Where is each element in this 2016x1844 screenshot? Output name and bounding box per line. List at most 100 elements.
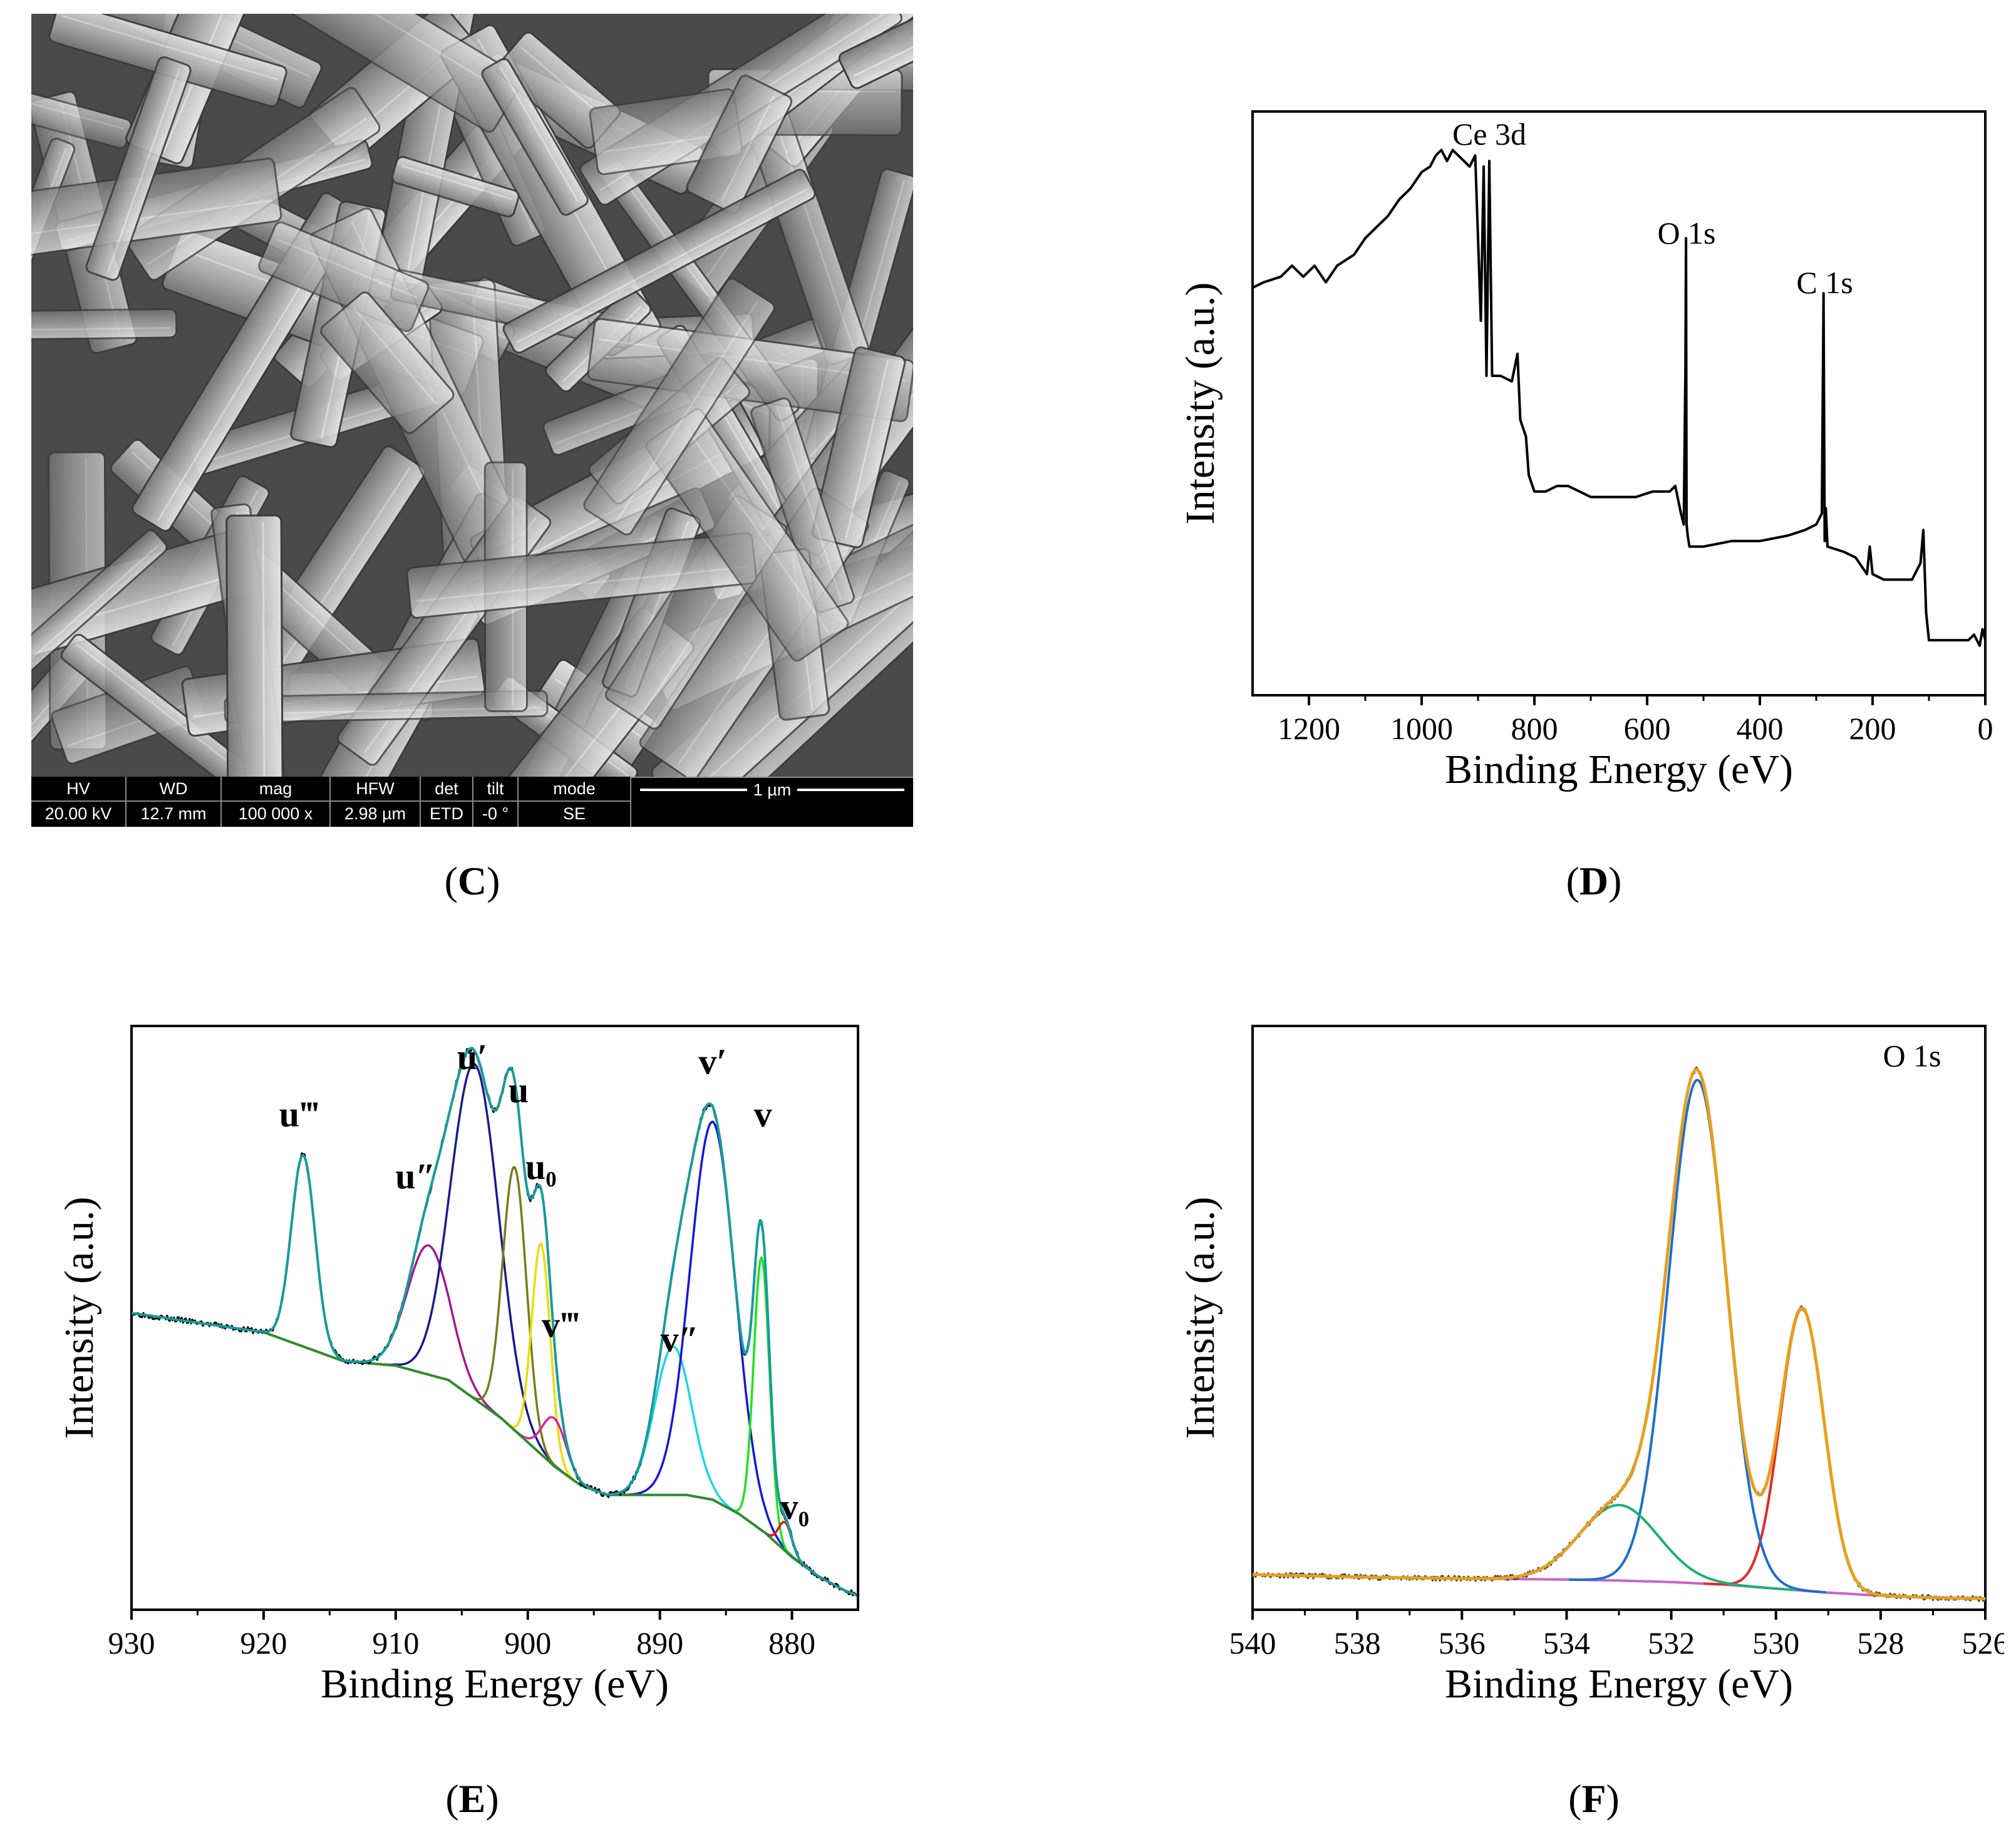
panel-label-close: ) <box>1606 1776 1620 1821</box>
fit-peak-u″ <box>339 1244 519 1434</box>
region-annotation: O 1s <box>1883 1038 1941 1073</box>
plot-frame <box>1251 110 1987 697</box>
x-axis-label: Binding Energy (eV) <box>321 1661 669 1707</box>
x-tick-label: 1200 <box>1278 711 1340 746</box>
panel-letter: E <box>458 1776 486 1821</box>
rod-body <box>258 221 430 333</box>
peak-label: u″ <box>395 1156 435 1197</box>
x-tick-label: 540 <box>1229 1625 1276 1660</box>
rod-highlight <box>61 14 279 81</box>
y-axis-label: Intensity (a.u.) <box>1177 282 1223 525</box>
sem-rod <box>481 58 589 216</box>
plot-frame <box>1251 1025 1987 1611</box>
rod-highlight <box>266 14 509 95</box>
panel-label-open: ( <box>1566 859 1579 903</box>
sem-info-value: 12.7 mm <box>140 804 207 823</box>
panel-c-sem: HV 20.00 kV WD 12.7 mm mag 100 000 x HFW… <box>31 14 913 827</box>
x-tick-label: 530 <box>1752 1625 1799 1660</box>
rod-highlight <box>416 566 749 603</box>
sem-info-value: ETD <box>430 804 463 823</box>
y-axis-label: Intensity (a.u.) <box>1177 1197 1223 1439</box>
fit-peak-u <box>465 1166 564 1474</box>
x-tick-label: 534 <box>1543 1625 1590 1660</box>
sem-rod <box>686 75 793 214</box>
ce3d-chart: 930 920 910 900 890 880 Binding Energy (eV) Int… <box>56 1025 859 1707</box>
x-tick-label: 900 <box>504 1625 551 1660</box>
rod-highlight <box>31 544 159 765</box>
x-tick-label: 400 <box>1737 711 1784 746</box>
x-axis-label: Binding Energy (eV) <box>1445 747 1793 792</box>
fit-peak-O_ads <box>1568 1079 1827 1594</box>
x-tick-label: 930 <box>108 1625 155 1660</box>
rod-highlight <box>516 189 807 344</box>
panel-label-close: ) <box>487 859 500 903</box>
peak-annotation: Ce 3d <box>1452 117 1526 152</box>
sem-rod <box>320 291 455 434</box>
sem-info-value: SE <box>562 804 586 823</box>
sem-info-mag: mag 100 000 x <box>222 777 331 827</box>
x-tick-label: 532 <box>1648 1625 1695 1660</box>
sem-rod <box>225 514 284 827</box>
rod-highlight <box>401 165 512 200</box>
rod-body <box>320 291 455 434</box>
sem-info-label: HV <box>31 777 125 802</box>
rod-body <box>224 690 549 724</box>
sem-scale-bar: 1 µm <box>631 777 913 827</box>
o1s-chart: 540 538 536 534 532 530 528 526 Binding Energy (… <box>1177 1025 2005 1707</box>
fit-peak-v‴ <box>504 1416 604 1494</box>
rod-body <box>583 277 775 536</box>
rod-highlight <box>854 19 913 77</box>
rod-highlight <box>276 238 418 299</box>
sem-info-mode: mode SE <box>519 777 631 827</box>
peak-label: v₀ <box>780 1486 809 1527</box>
rod-body <box>31 529 168 774</box>
panel-label-open: ( <box>1568 1776 1582 1821</box>
sem-info-value: 20.00 kV <box>44 804 112 823</box>
rod-highlight <box>400 279 626 329</box>
sem-rod <box>583 277 775 536</box>
sem-info-tilt: tilt -0 ° <box>473 777 519 827</box>
rod-highlight <box>31 95 125 130</box>
plot-frame <box>130 1025 859 1611</box>
peak-label: v″ <box>661 1318 699 1359</box>
panel-label-open: ( <box>445 1776 459 1821</box>
x-tick-label: 600 <box>1624 711 1671 746</box>
x-tick-label: 526 <box>1962 1625 2005 1660</box>
sem-rod <box>258 221 430 333</box>
sem-rod <box>406 532 757 619</box>
sem-info-label: det <box>421 777 472 802</box>
sem-rod <box>31 308 178 341</box>
x-tick-label: 890 <box>636 1625 683 1660</box>
sem-info-value: 2.98 µm <box>344 804 406 823</box>
x-tick-label: 538 <box>1334 1625 1381 1660</box>
fit-peak-v <box>728 1256 795 1560</box>
x-tick-label: 800 <box>1511 711 1558 746</box>
peak-label: u₀ <box>525 1146 557 1187</box>
peak-label: u′ <box>457 1037 488 1077</box>
peak-annotation: C 1s <box>1796 265 1853 300</box>
x-tick-label: 920 <box>240 1625 287 1660</box>
sem-info-label: WD <box>127 777 220 802</box>
peak-label: v‴ <box>542 1305 580 1345</box>
raw-spectrum-line <box>1251 1066 1987 1602</box>
fit-peak-u₀ <box>502 1242 581 1486</box>
x-tick-label: 910 <box>372 1625 419 1660</box>
x-tick-label: 880 <box>768 1625 815 1660</box>
peak-label: v′ <box>698 1041 726 1082</box>
envelope-line <box>131 1047 857 1597</box>
sem-info-value: -0 ° <box>482 804 509 823</box>
panel-e-chart: 930 920 910 900 890 880 Binding Energy (eV) Int… <box>25 1002 889 1735</box>
sem-rod <box>31 529 168 774</box>
sem-info-value: 100 000 x <box>238 804 313 823</box>
panel-label-d: (D) <box>1500 858 1688 904</box>
panel-label-f: (F) <box>1500 1776 1688 1822</box>
x-tick-label: 200 <box>1849 711 1896 746</box>
sem-rod <box>391 156 520 218</box>
rod-highlight <box>683 424 830 633</box>
rod-body <box>502 168 816 354</box>
fit-peak-u′ <box>376 1062 575 1482</box>
sem-info-bar: HV 20.00 kV WD 12.7 mm mag 100 000 x HFW… <box>31 777 913 827</box>
survey-spectrum-line <box>1252 148 1987 647</box>
scale-bar-label: 1 µm <box>747 780 798 799</box>
raw-spectrum-line <box>130 1047 858 1597</box>
